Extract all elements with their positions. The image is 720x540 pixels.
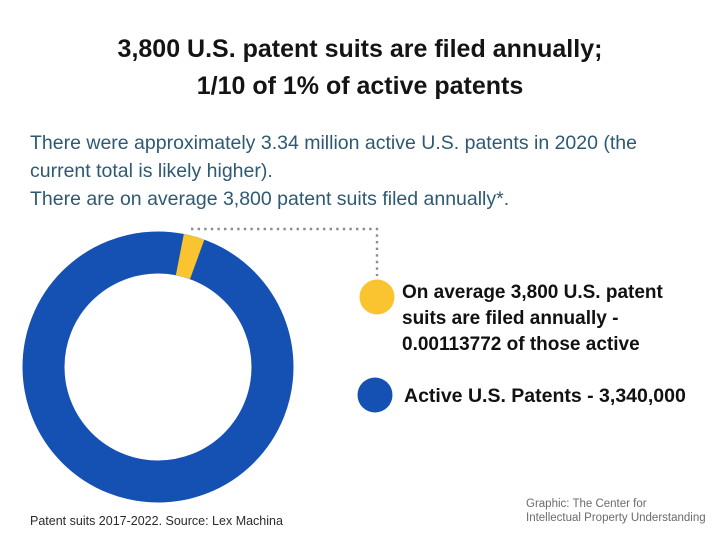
intro-line-3: There are on average 3,800 patent suits … (30, 188, 510, 210)
legend-marker-active (357, 377, 393, 413)
legend-suits-line-1: On average 3,800 U.S. patent (402, 282, 663, 303)
legend-label-suits: On average 3,800 U.S. patent suits are f… (402, 280, 712, 358)
source-footnote: Patent suits 2017-2022. Source: Lex Mach… (30, 514, 283, 528)
intro-paragraph: There were approximately 3.34 million ac… (30, 129, 700, 213)
intro-line-2: current total is likely higher). (30, 160, 273, 182)
credit-line-2: Intellectual Property Understanding (526, 511, 706, 524)
title-line-2: 1/10 of 1% of active patents (196, 72, 524, 100)
donut-slice-patent-suits (175, 233, 205, 280)
callout-connector-line (191, 227, 379, 276)
credit-line-1: Graphic: The Center for (526, 498, 647, 510)
legend-suits-line-3: 0.00113772 of those active (402, 334, 640, 355)
legend-label-active: Active U.S. Patents - 3,340,000 (404, 385, 686, 407)
graphic-credit: Graphic: The Center for Intellectual Pro… (526, 498, 706, 525)
legend-suits-line-2: suits are filed annually - (402, 308, 619, 329)
page-title: 3,800 U.S. patent suits are filed annual… (0, 31, 720, 105)
legend-marker-suits (359, 279, 395, 315)
intro-line-1: There were approximately 3.34 million ac… (30, 132, 637, 154)
title-line-1: 3,800 U.S. patent suits are filed annual… (117, 35, 603, 63)
donut-slice-active-patents (22, 231, 294, 503)
